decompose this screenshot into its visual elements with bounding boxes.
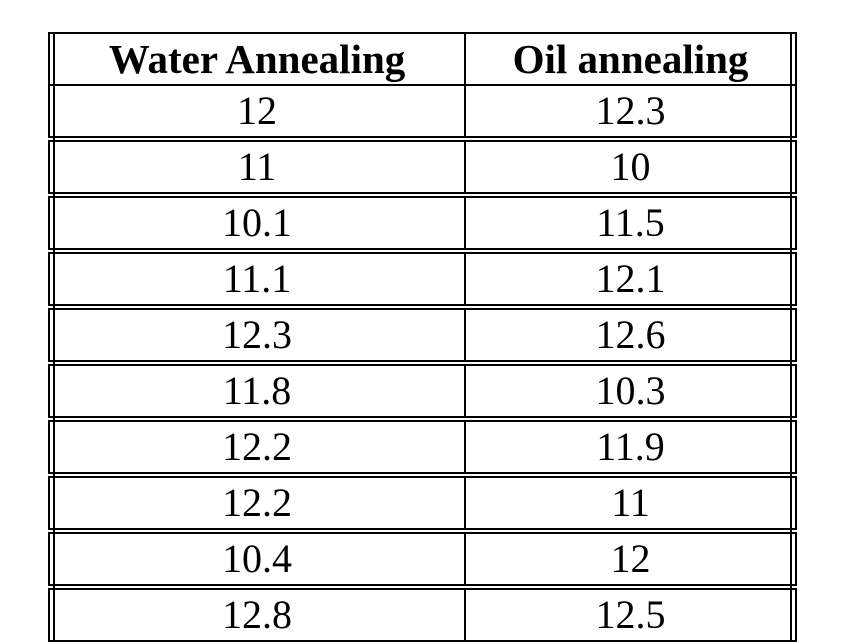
table-cell: 12.3 [49, 307, 465, 366]
table-cell: 12 [464, 531, 796, 590]
table-row: 10.1 11.5 [49, 195, 796, 254]
annealing-table: Water Annealing Oil annealing 12 12.3 11… [48, 32, 797, 642]
table-row: 10.4 12 [49, 531, 796, 590]
table-cell: 12.2 [49, 419, 465, 478]
table-cell: 10 [464, 139, 796, 198]
table-cell: 11.1 [49, 251, 465, 310]
table-row: 11.1 12.1 [49, 251, 796, 310]
table-row: 12.2 11.9 [49, 419, 796, 478]
table-cell: 11.5 [464, 195, 796, 254]
table-row: 12 12.3 [49, 85, 796, 142]
table-row: 12.2 11 [49, 475, 796, 534]
table-row: 12.3 12.6 [49, 307, 796, 366]
table-cell: 12.5 [464, 587, 796, 641]
table-cell: 12.8 [222, 592, 292, 637]
table-cell: 12.6 [464, 307, 796, 366]
table-cell: 11 [464, 475, 796, 534]
table-cell: 11.8 [49, 363, 465, 422]
table-row: 11.8 10.3 [49, 363, 796, 422]
table-cell: 10.1 [49, 195, 465, 254]
table-cell: 12.1 [464, 251, 796, 310]
inner-right-border-line [790, 32, 792, 642]
inner-left-border-line [53, 32, 55, 642]
table-cell: 11.9 [464, 419, 796, 478]
table-cell: 12 [49, 85, 465, 142]
table-cell: 10.4 [49, 531, 465, 590]
table-row: 12.8 12.5 [49, 587, 796, 641]
column-header-oil-annealing: Oil annealing [464, 33, 796, 86]
table-cell: 12.2 [49, 475, 465, 534]
table-cell: 10.3 [464, 363, 796, 422]
annealing-table-figure: Water Annealing Oil annealing 12 12.3 11… [48, 32, 797, 642]
table-row: 11 10 [49, 139, 796, 198]
table-cell: 12.3 [464, 85, 796, 142]
table-cell: 11 [49, 139, 465, 198]
column-header-water-annealing: Water Annealing [49, 33, 465, 86]
table-header-row: Water Annealing Oil annealing [49, 33, 796, 86]
